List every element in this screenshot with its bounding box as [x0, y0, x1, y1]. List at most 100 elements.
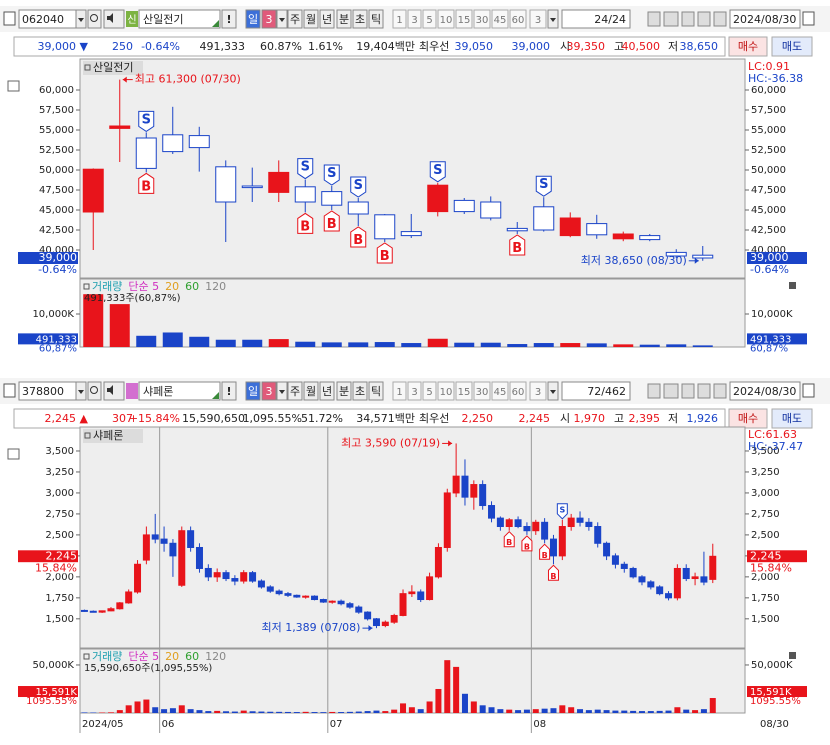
minute-button[interactable]: [437, 381, 455, 401]
sell-label[interactable]: 매도: [782, 412, 802, 425]
period-label[interactable]: 3: [266, 13, 273, 26]
tool-icon[interactable]: [647, 383, 661, 399]
buy-label[interactable]: 매수: [738, 40, 758, 53]
period-button[interactable]: [336, 9, 352, 29]
dropdown-arrow[interactable]: [78, 390, 84, 394]
counter[interactable]: 72/462: [587, 385, 626, 398]
counter-box[interactable]: [561, 381, 631, 401]
period-label[interactable]: 일: [248, 384, 258, 398]
minute-label[interactable]: 3: [535, 15, 541, 26]
menu-icon[interactable]: [3, 383, 16, 398]
period-button[interactable]: [352, 9, 368, 29]
period-button[interactable]: [245, 381, 261, 401]
period-label[interactable]: 틱: [371, 385, 381, 398]
sell-button[interactable]: [771, 36, 813, 57]
period-button[interactable]: [245, 9, 261, 29]
period-label[interactable]: 초: [355, 13, 365, 26]
buy-label[interactable]: 매수: [738, 412, 758, 425]
calendar-icon[interactable]: [802, 383, 815, 398]
minute-button[interactable]: [473, 9, 491, 29]
sound-button[interactable]: [103, 381, 125, 401]
pane-button[interactable]: [789, 282, 796, 289]
tool-icon[interactable]: [663, 383, 679, 399]
name-box[interactable]: [138, 9, 221, 29]
minute-label[interactable]: 30: [476, 15, 489, 26]
minute-button[interactable]: [422, 9, 437, 29]
alert-text[interactable]: !: [226, 385, 231, 398]
date[interactable]: 2024/08/30: [733, 13, 796, 26]
search-button[interactable]: [87, 381, 102, 401]
sound-button[interactable]: [103, 9, 125, 29]
calendar-icon[interactable]: [802, 11, 815, 26]
alert-button[interactable]: [221, 381, 237, 401]
dropdown-arrow[interactable]: [78, 18, 84, 22]
period-label[interactable]: 주: [290, 385, 300, 398]
period-label[interactable]: 일: [248, 12, 258, 26]
minute-label[interactable]: 3: [411, 15, 417, 26]
minute-label[interactable]: 1: [396, 387, 402, 398]
tool-icon[interactable]: [697, 11, 711, 27]
tool-icon[interactable]: [713, 383, 727, 399]
counter-box[interactable]: [561, 9, 631, 29]
dropdown-arrow[interactable]: [550, 18, 556, 22]
alert-text[interactable]: !: [226, 13, 231, 26]
tool-icon[interactable]: [681, 11, 695, 27]
period-label[interactable]: 초: [355, 385, 365, 398]
minute-label[interactable]: 10: [440, 15, 453, 26]
dropdown-arrow[interactable]: [279, 390, 285, 394]
minute-button[interactable]: [392, 381, 407, 401]
tool-icon[interactable]: [713, 11, 727, 27]
date-box[interactable]: [729, 9, 801, 29]
tool-icon[interactable]: [681, 383, 695, 399]
minute-label[interactable]: 3: [411, 387, 417, 398]
minute-button[interactable]: [529, 9, 547, 29]
minute-label[interactable]: 5: [426, 387, 432, 398]
period-button[interactable]: [352, 381, 368, 401]
counter[interactable]: 24/24: [594, 13, 626, 26]
period-label[interactable]: 주: [290, 13, 300, 26]
minute-label[interactable]: 60: [512, 387, 525, 398]
period-button[interactable]: [261, 381, 277, 401]
menu-icon[interactable]: [3, 11, 16, 26]
minute-button[interactable]: [529, 381, 547, 401]
minute-button[interactable]: [455, 381, 473, 401]
period-label[interactable]: 년: [322, 385, 332, 398]
period-button[interactable]: [336, 381, 352, 401]
name-box[interactable]: [138, 381, 221, 401]
buy-button[interactable]: [728, 408, 768, 429]
minute-button[interactable]: [509, 381, 527, 401]
minute-button[interactable]: [455, 9, 473, 29]
period-button[interactable]: [319, 381, 335, 401]
minute-button[interactable]: [422, 381, 437, 401]
date[interactable]: 2024/08/30: [733, 385, 796, 398]
stock-name[interactable]: 샤페론: [143, 385, 173, 398]
minute-label[interactable]: 45: [494, 15, 507, 26]
period-button[interactable]: [319, 9, 335, 29]
period-button[interactable]: [261, 9, 277, 29]
buy-button[interactable]: [728, 36, 768, 57]
period-button[interactable]: [303, 9, 319, 29]
date-box[interactable]: [729, 381, 801, 401]
minute-button[interactable]: [509, 9, 527, 29]
minute-label[interactable]: 15: [458, 15, 471, 26]
dropdown-arrow[interactable]: [550, 390, 556, 394]
minute-button[interactable]: [407, 381, 422, 401]
period-label[interactable]: 분: [339, 13, 349, 26]
minute-label[interactable]: 45: [494, 387, 507, 398]
minute-label[interactable]: 5: [426, 15, 432, 26]
minute-label[interactable]: 1: [396, 15, 402, 26]
period-button[interactable]: [303, 381, 319, 401]
period-label[interactable]: 월: [306, 13, 316, 26]
stock-code[interactable]: 378800: [22, 385, 64, 398]
period-button[interactable]: [368, 381, 384, 401]
stock-code[interactable]: 062040: [22, 13, 64, 26]
period-label[interactable]: 월: [306, 385, 316, 398]
search-button[interactable]: [87, 9, 102, 29]
period-button[interactable]: [287, 381, 303, 401]
period-button[interactable]: [368, 9, 384, 29]
dropdown-arrow[interactable]: [279, 18, 285, 22]
minute-button[interactable]: [392, 9, 407, 29]
minute-label[interactable]: 60: [512, 15, 525, 26]
minute-button[interactable]: [473, 381, 491, 401]
minute-button[interactable]: [407, 9, 422, 29]
